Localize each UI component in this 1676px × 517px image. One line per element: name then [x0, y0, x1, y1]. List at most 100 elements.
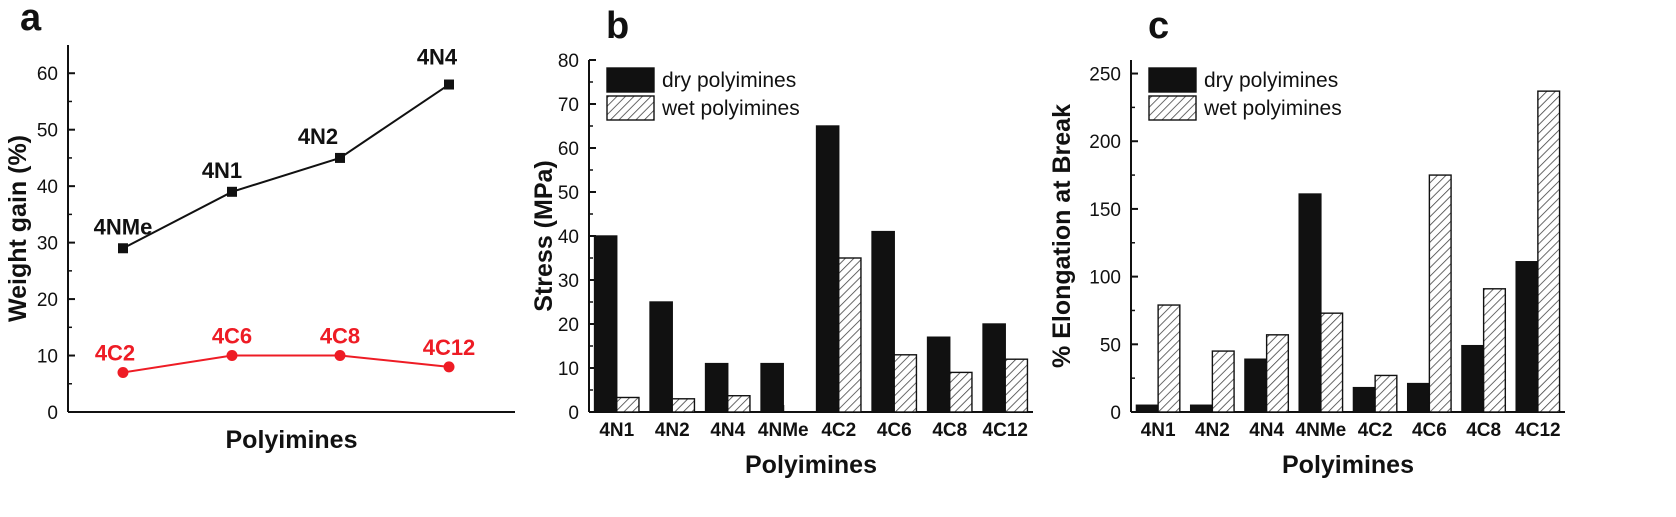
bar-wet	[616, 396, 640, 413]
bar-dry	[1406, 382, 1431, 413]
panel-letter-a: a	[20, 0, 42, 39]
bar-dry	[760, 362, 784, 413]
y-tick-label: 70	[558, 95, 579, 116]
x-tick-label: 4C2	[1358, 420, 1393, 441]
point-label: 4N1	[202, 158, 242, 183]
point-label: 4N2	[298, 124, 338, 149]
y-tick-label: 50	[558, 183, 579, 204]
point-label: 4C12	[423, 335, 476, 360]
y-axis-title: Weight gain (%)	[4, 135, 32, 322]
bar-wet	[1004, 358, 1029, 413]
legend-swatch-wet	[1148, 95, 1197, 121]
y-tick-label: 0	[568, 403, 579, 424]
bar-wet	[1157, 304, 1181, 413]
legend-swatch-dry	[1148, 67, 1197, 93]
series-line-0	[122, 83, 450, 250]
data-point	[226, 350, 238, 362]
bar-wet	[1374, 374, 1398, 413]
bar-wet	[893, 354, 918, 413]
x-tick-label: 4N4	[710, 420, 745, 441]
y-tick-label: 250	[1089, 65, 1121, 86]
x-tick-label: 4C12	[1515, 420, 1560, 441]
panel-letter-b: b	[606, 5, 629, 47]
x-tick-label: 4N2	[1195, 420, 1230, 441]
y-tick-label: 0	[1110, 403, 1121, 424]
point-label: 4C6	[212, 324, 252, 349]
panel-letter-c: c	[1148, 5, 1169, 47]
bar-wet	[671, 398, 696, 413]
y-tick-label: 10	[558, 359, 579, 380]
bar-dry	[1461, 344, 1485, 413]
bar-dry	[871, 230, 895, 413]
y-axis-title: Stress (MPa)	[530, 160, 558, 311]
y-tick-label: 60	[37, 64, 58, 85]
x-tick-label: 4N4	[1249, 420, 1284, 441]
y-tick-label: 50	[37, 121, 58, 142]
x-tick-label: 4C8	[932, 420, 967, 441]
bar-dry	[649, 301, 673, 413]
x-tick-label: 4NMe	[1296, 420, 1347, 441]
legend-label: wet polyimines	[661, 97, 800, 120]
bar-dry	[982, 323, 1006, 413]
y-tick-label: 150	[1089, 200, 1121, 221]
bar-dry	[1515, 261, 1539, 413]
data-point	[335, 152, 345, 163]
point-label: 4N4	[417, 45, 458, 70]
point-label: 4NMe	[94, 214, 153, 239]
y-tick-label: 30	[558, 271, 579, 292]
point-label: 4C8	[320, 324, 360, 349]
panel-b: b 0 10 20 30 40 50 60 70 80 Polyimines Stress (MPa)…	[530, 5, 1033, 479]
y-tick-label: 10	[37, 347, 58, 368]
bar-wet	[1482, 288, 1507, 413]
x-tick-label: 4C12	[983, 420, 1028, 441]
x-tick-label: 4C2	[821, 420, 856, 441]
series-line-1	[122, 354, 450, 374]
legend-label: dry polyimines	[1204, 69, 1338, 92]
bar-wet	[1211, 350, 1235, 413]
bar-dry	[1352, 386, 1376, 413]
bar-wet	[1265, 334, 1290, 413]
bar-dry	[704, 362, 729, 413]
legend-swatch-wet	[606, 95, 655, 121]
y-tick-label: 0	[47, 403, 58, 424]
x-tick-label: 4C8	[1466, 420, 1501, 441]
x-tick-label: 4NMe	[758, 420, 809, 441]
y-tick-label: 50	[1100, 335, 1121, 356]
data-point	[443, 361, 455, 373]
bar-dry	[1298, 193, 1322, 413]
data-point	[444, 79, 454, 90]
data-point	[227, 186, 237, 197]
bar-dry	[593, 235, 618, 413]
bar-wet	[727, 395, 751, 413]
y-tick-label: 40	[37, 177, 58, 198]
y-tick-label: 30	[37, 234, 58, 255]
legend-label: wet polyimines	[1203, 97, 1342, 120]
x-tick-label: 4N1	[1141, 420, 1176, 441]
bar-dry	[1189, 404, 1214, 413]
y-tick-label: 20	[37, 290, 58, 311]
y-tick-label: 100	[1089, 268, 1121, 289]
bar-wet	[1320, 312, 1344, 413]
x-tick-label: 4N1	[599, 420, 634, 441]
data-point	[117, 366, 129, 378]
x-tick-label: 4C6	[877, 420, 912, 441]
legend-label: dry polyimines	[662, 69, 796, 92]
data-point	[118, 243, 128, 254]
panel-a: a 0 10 20 30 40 50 60 Polyimines Weight gain (%) 4…	[4, 0, 515, 454]
bar-dry	[815, 125, 840, 413]
y-tick-label: 20	[558, 315, 579, 336]
x-axis-title: Polyimines	[745, 451, 877, 479]
bar-wet	[1428, 174, 1452, 413]
panel-c: c 0 50 100 150 200 250 Polyimines % Elongation a…	[1048, 5, 1565, 479]
y-tick-label: 60	[558, 139, 579, 160]
x-tick-label: 4C6	[1412, 420, 1447, 441]
x-tick-label: 4N2	[655, 420, 690, 441]
x-axis-title: Polyimines	[226, 426, 358, 454]
bar-dry	[1135, 404, 1159, 413]
data-point	[334, 350, 346, 362]
y-tick-label: 80	[558, 51, 579, 72]
bar-wet	[1537, 90, 1561, 413]
y-tick-label: 200	[1089, 132, 1121, 153]
point-label: 4C2	[95, 340, 135, 365]
x-axis-title: Polyimines	[1282, 451, 1414, 479]
